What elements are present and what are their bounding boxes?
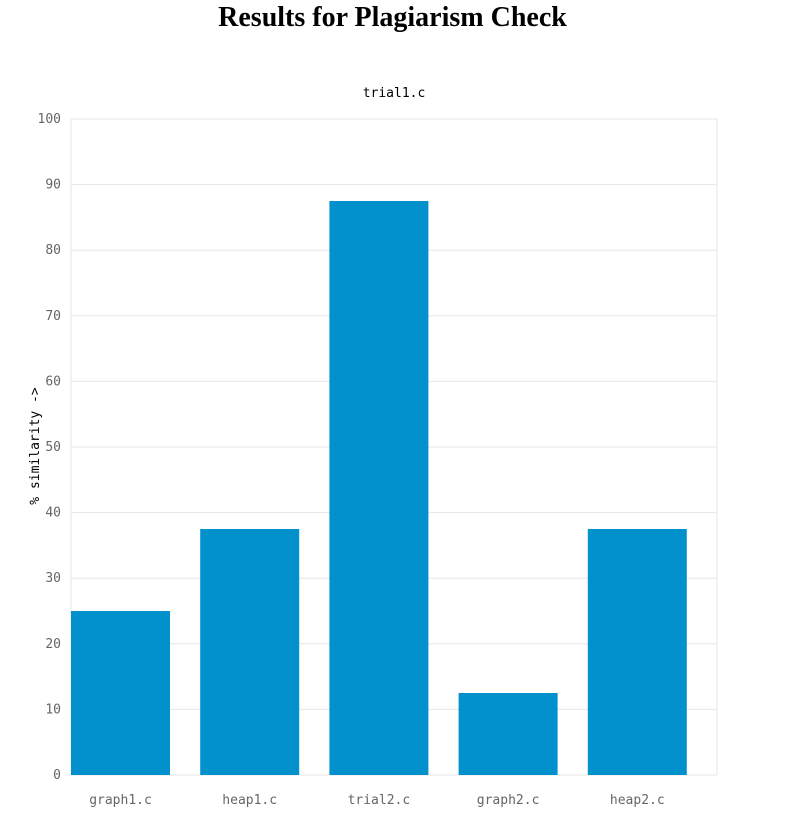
page-title: Results for Plagiarism Check	[218, 2, 567, 33]
y-tick-label: 20	[45, 637, 61, 652]
y-axis-label: % similarity ->	[28, 387, 43, 505]
x-tick-labels: graph1.c heap1.c trial2.c graph2.c heap2.c	[89, 793, 665, 808]
x-tick-label: heap1.c	[222, 793, 277, 808]
y-tick-label: 60	[45, 374, 61, 389]
x-tick-label: heap2.c	[610, 793, 665, 808]
bar-heap1-c	[200, 529, 300, 775]
x-tick-label: graph1.c	[89, 793, 152, 808]
y-tick-label: 0	[53, 768, 61, 783]
bars	[71, 201, 687, 775]
y-tick-label: 10	[45, 702, 61, 717]
y-tick-label: 30	[45, 571, 61, 586]
x-tick-label: graph2.c	[477, 793, 540, 808]
bar-graph2-c	[458, 693, 558, 775]
y-tick-label: 40	[45, 506, 61, 521]
bar-heap2-c	[587, 529, 687, 775]
y-tick-label: 50	[45, 440, 61, 455]
y-tick-label: 90	[45, 178, 61, 193]
y-tick-label: 70	[45, 309, 61, 324]
x-tick-label: trial2.c	[348, 793, 411, 808]
bar-graph1-c	[71, 611, 170, 775]
chart-title: trial1.c	[363, 86, 426, 101]
bar-trial2-c	[329, 201, 429, 775]
y-tick-label: 80	[45, 243, 61, 258]
y-tick-labels: 0 10 20 30 40 50 60 70 80 90 100	[38, 112, 61, 783]
y-tick-label: 100	[38, 112, 61, 127]
